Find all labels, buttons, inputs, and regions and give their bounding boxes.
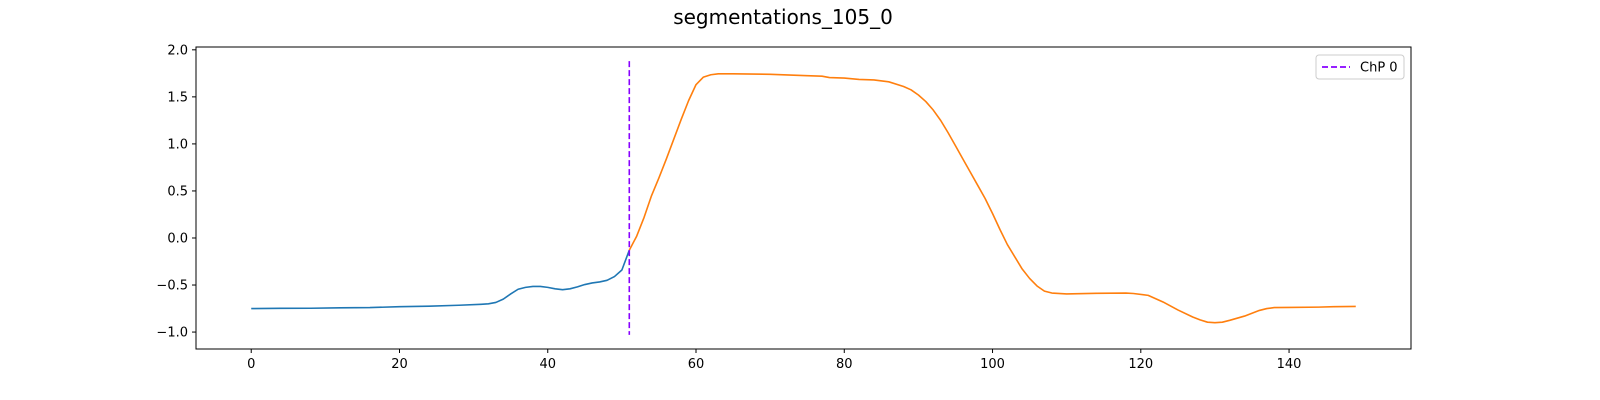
legend: ChP 0: [1315, 54, 1405, 80]
y-tick-label: 2.0: [167, 43, 188, 58]
y-tick-label: 0.5: [167, 184, 188, 199]
series-layer: [251, 73, 1356, 324]
x-tick-label: 20: [391, 357, 408, 372]
y-tick-label: 0.0: [167, 231, 188, 246]
x-tick-label: 100: [980, 357, 1005, 372]
x-tick-label: 120: [1128, 357, 1153, 372]
plot-frame: [195, 46, 1412, 350]
y-tick-label: 1.5: [167, 90, 188, 105]
legend-label: ChP 0: [1360, 61, 1398, 76]
chart-title: segmentations_105_0: [673, 5, 893, 29]
y-tick-label: 1.0: [167, 137, 188, 152]
x-tick-label: 80: [836, 357, 853, 372]
legend-box: [1315, 54, 1405, 80]
y-tick-label: −0.5: [156, 279, 188, 294]
x-tick-label: 140: [1277, 357, 1302, 372]
x-axis: 0 20 40 60 80 100 120 140: [247, 349, 1301, 372]
series-line-0: [251, 249, 631, 310]
y-tick-label: −1.0: [156, 326, 188, 341]
series-line-1: [628, 73, 1356, 324]
x-tick-label: 0: [247, 357, 255, 372]
plot-area: [196, 47, 1411, 349]
x-tick-label: 60: [688, 357, 705, 372]
x-tick-label: 40: [539, 357, 556, 372]
y-axis: −1.0 −0.5 0.0 0.5 1.0 1.5 2.0: [156, 43, 196, 341]
